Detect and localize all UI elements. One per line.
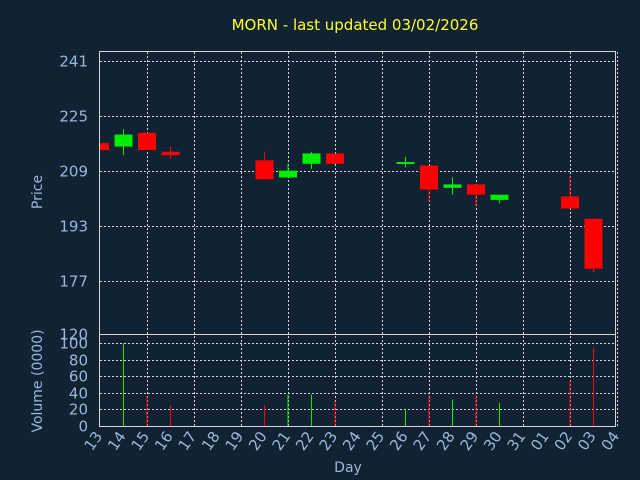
volume-axis-label: Volume (0000)	[30, 329, 46, 432]
candle-body	[161, 151, 180, 156]
x-tick-label: 15	[128, 428, 154, 454]
volume-tick-label: 20	[69, 401, 88, 419]
volume-tick-label: 100	[59, 335, 88, 353]
chart-title: MORN - last updated 03/02/2026	[232, 16, 479, 34]
x-tick-label: 24	[339, 428, 365, 454]
x-tick-label: 31	[504, 428, 530, 454]
price-tick-label: 120	[59, 326, 88, 344]
price-tick-label: 177	[59, 273, 88, 291]
x-tick-label: 26	[386, 428, 412, 454]
candle-body	[326, 153, 344, 164]
x-axis-label: Day	[334, 460, 362, 476]
x-tick-label: 04	[598, 428, 624, 454]
candle-body	[396, 162, 415, 165]
candle-body	[467, 184, 485, 195]
price-tick-label: 193	[59, 218, 88, 236]
chart-marks	[100, 129, 603, 426]
candle-body	[279, 170, 297, 178]
candle-body	[255, 160, 274, 180]
x-tick-label: 03	[574, 428, 600, 454]
x-tick-label: 29	[457, 428, 483, 454]
candle-body	[138, 132, 156, 151]
x-tick-label: 14	[104, 428, 130, 454]
price-panel-frame	[99, 51, 616, 335]
x-tick-label: 22	[292, 428, 318, 454]
x-tick-label: 19	[222, 428, 248, 454]
x-tick-label: 28	[433, 428, 459, 454]
x-tick-label: 18	[198, 428, 224, 454]
candle-body	[561, 196, 579, 209]
volume-tick-label: 80	[69, 352, 88, 370]
x-tick-label: 02	[551, 428, 577, 454]
candle-body	[490, 194, 509, 200]
x-tick-label: 21	[269, 428, 295, 454]
x-tick-label: 30	[480, 428, 506, 454]
x-tick-label: 23	[316, 428, 342, 454]
candle-body	[443, 184, 462, 188]
x-tick-label: 27	[410, 428, 436, 454]
volume-tick-label: 0	[78, 418, 88, 436]
x-tick-label: 25	[363, 428, 389, 454]
volume-tick-label: 40	[69, 385, 88, 403]
x-tick-label: 20	[245, 428, 271, 454]
candles-group	[100, 129, 603, 273]
volume-tick-label: 60	[69, 368, 88, 386]
x-tick-label: 16	[151, 428, 177, 454]
price-axis-label: Price	[30, 175, 46, 209]
candle-body	[302, 153, 321, 164]
candle-body	[420, 165, 438, 190]
grid-lines	[100, 52, 618, 426]
candle-body	[114, 134, 133, 147]
x-tick-label: 17	[175, 428, 201, 454]
price-tick-label: 241	[59, 53, 88, 71]
candle-body	[584, 218, 603, 269]
volume-panel-frame	[99, 334, 616, 427]
x-tick-label: 01	[527, 428, 553, 454]
candle-body	[100, 143, 109, 151]
price-tick-label: 209	[59, 163, 88, 181]
price-tick-label: 225	[59, 108, 88, 126]
